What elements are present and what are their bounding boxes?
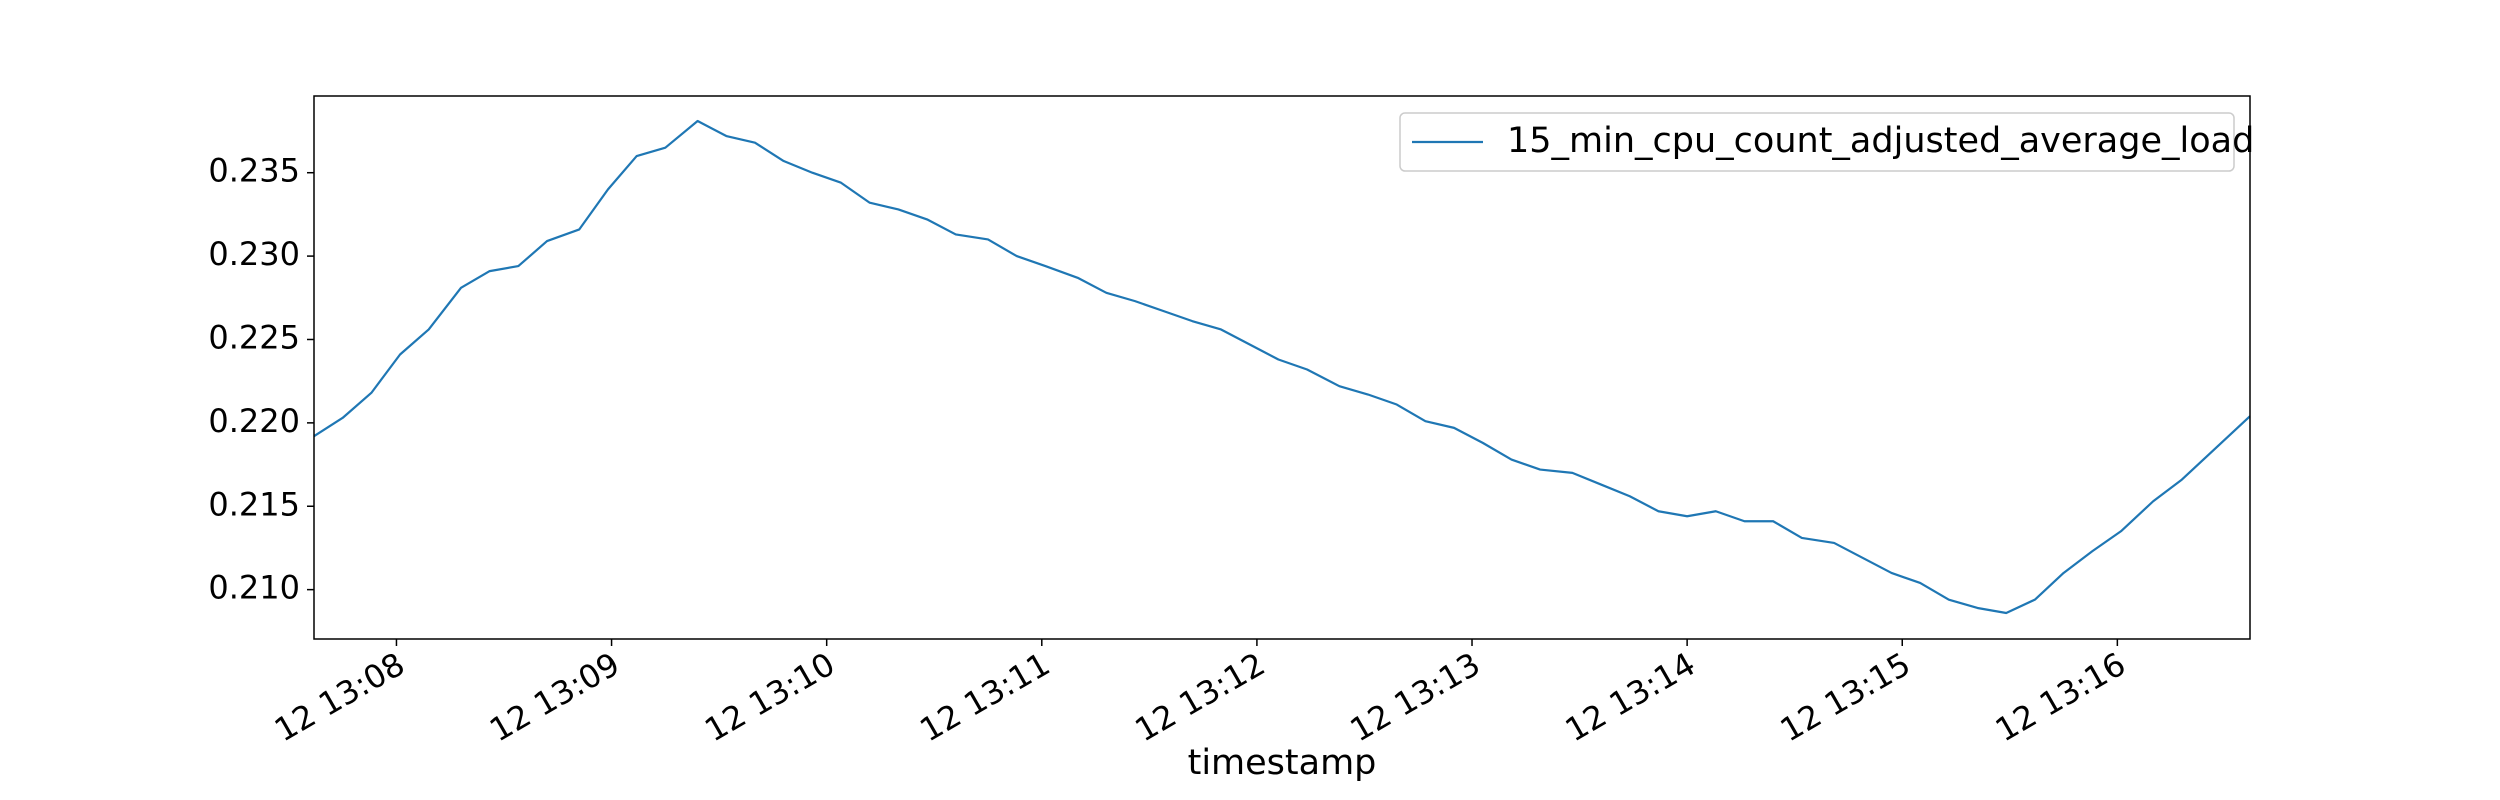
data-line [313,119,2251,615]
x-tick-label: 12 13:14 [1559,645,1702,749]
plot-frame [313,95,2251,640]
x-tick-label: 12 13:13 [1344,645,1487,749]
x-tick-label: 12 13:09 [483,645,626,749]
legend-box [1399,112,2235,172]
y-tick-label: 0.225 [208,318,300,356]
y-tick-label: 0.235 [208,152,300,190]
x-tick-label: 12 13:08 [268,645,411,749]
x-tick-label: 12 13:11 [913,645,1056,749]
y-tick-label: 0.220 [208,402,300,440]
x-tick-label: 12 13:12 [1128,645,1271,749]
y-tick-label: 0.230 [208,235,300,273]
y-tick-label: 0.210 [208,569,300,607]
y-tick-label: 0.215 [208,485,300,523]
x-axis-label: timestamp [1188,743,1377,783]
x-tick-label: 12 13:10 [698,645,841,749]
legend-label: 15_min_cpu_count_adjusted_average_load [1507,121,2254,161]
x-tick-label: 12 13:15 [1774,645,1917,749]
x-tick-label: 12 13:16 [1989,645,2132,749]
